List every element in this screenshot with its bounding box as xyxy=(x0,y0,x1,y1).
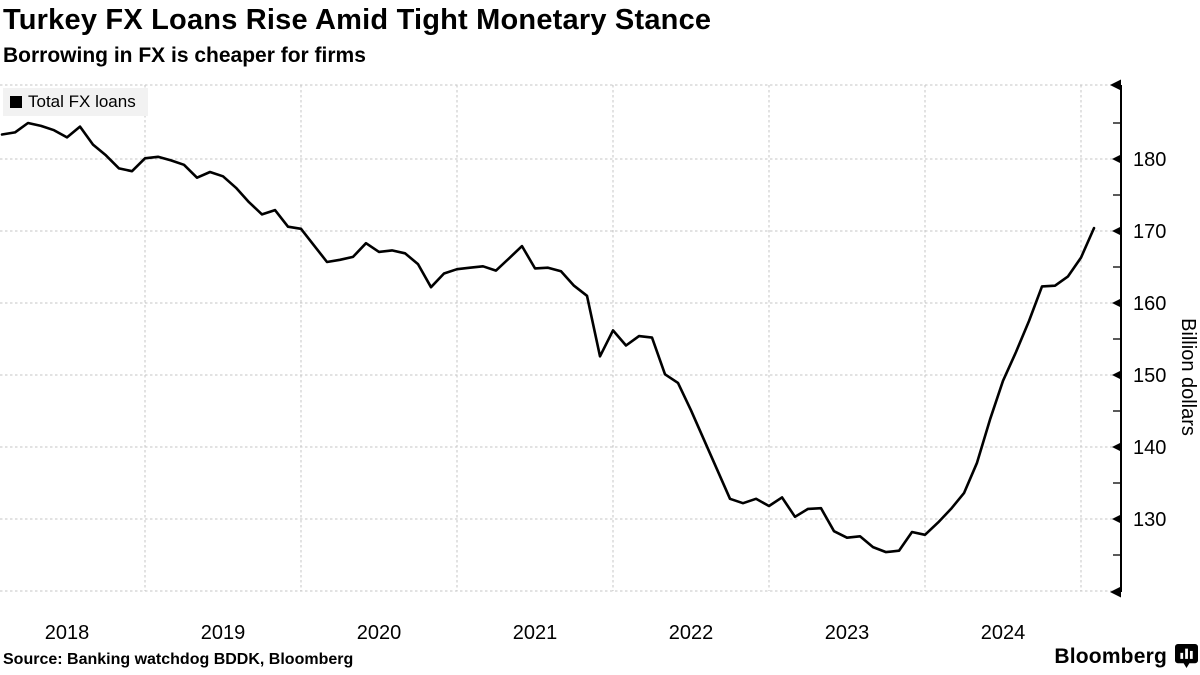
y-axis-tick-arrow xyxy=(1112,370,1121,380)
x-tick-label: 2019 xyxy=(201,622,246,644)
x-tick-label: 2023 xyxy=(825,622,870,644)
chart-title: Turkey FX Loans Rise Amid Tight Monetary… xyxy=(3,4,712,36)
series-line-total-fx-loans xyxy=(0,121,1096,554)
y-tick-label: 130 xyxy=(1133,509,1166,531)
x-tick-label: 2022 xyxy=(669,622,714,644)
y-tick-label: 140 xyxy=(1133,437,1166,459)
bloomberg-brand: Bloomberg xyxy=(1054,644,1198,669)
y-axis-tick-arrow xyxy=(1112,154,1121,164)
y-axis-tick-arrow xyxy=(1112,226,1121,236)
bloomberg-wordmark: Bloomberg xyxy=(1054,644,1167,668)
x-tick-label: 2021 xyxy=(513,622,558,644)
y-tick-label: 180 xyxy=(1133,149,1166,171)
y-axis-tick-arrow xyxy=(1112,514,1121,524)
legend-swatch-icon xyxy=(10,96,22,108)
y-tick-label: 160 xyxy=(1133,293,1166,315)
y-tick-label: 170 xyxy=(1133,221,1166,243)
y-axis-end-arrow xyxy=(1110,586,1121,598)
legend: Total FX loans xyxy=(3,88,148,116)
y-axis-title: Billion dollars xyxy=(1177,318,1199,436)
chart-subtitle: Borrowing in FX is cheaper for firms xyxy=(3,44,366,67)
y-axis-end-arrow xyxy=(1110,79,1121,91)
y-tick-label: 150 xyxy=(1133,365,1166,387)
bloomberg-bars-bubble-icon xyxy=(1175,644,1198,668)
y-axis-tick-arrow xyxy=(1112,298,1121,308)
source-note: Source: Banking watchdog BDDK, Bloomberg xyxy=(3,651,354,668)
y-axis-tick-arrow xyxy=(1112,442,1121,452)
x-tick-label: 2018 xyxy=(45,622,90,644)
x-tick-label: 2024 xyxy=(981,622,1026,644)
legend-label: Total FX loans xyxy=(28,92,136,111)
x-tick-label: 2020 xyxy=(357,622,402,644)
